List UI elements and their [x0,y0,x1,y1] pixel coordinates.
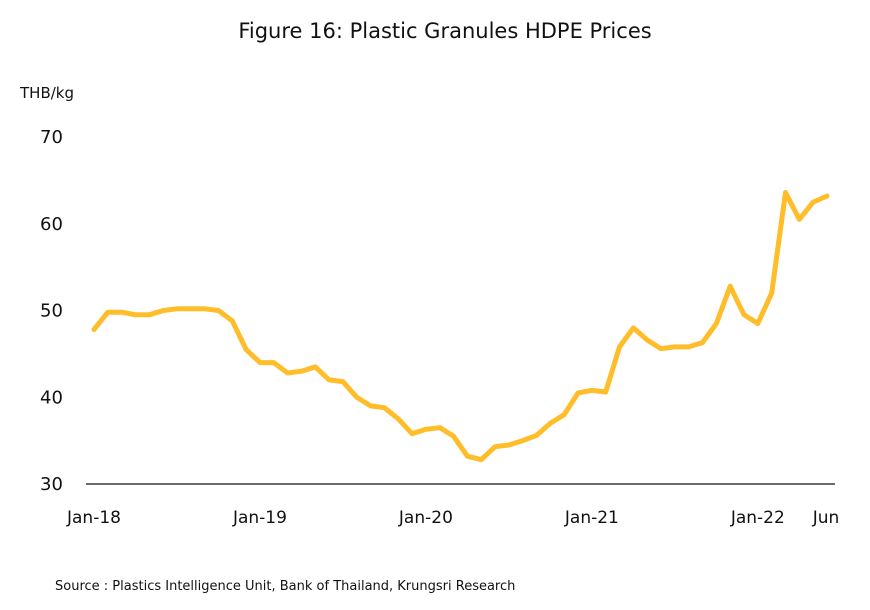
y-tick-labels: 30 40 50 60 70 [40,127,63,495]
x-tick-jan-20: Jan-20 [398,508,453,528]
x-tick-jan-18: Jan-18 [66,508,121,528]
x-tick-jan-21: Jan-21 [564,508,619,528]
y-tick-30: 30 [40,474,63,495]
y-tick-60: 60 [40,214,63,235]
x-tick-labels: Jan-18 Jan-19 Jan-20 Jan-21 Jan-22 Jun [66,508,839,528]
y-axis-unit: THB/kg [19,84,74,102]
x-tick-jan-19: Jan-19 [232,508,287,528]
x-tick-jan-22: Jan-22 [730,508,785,528]
y-tick-50: 50 [40,301,63,322]
x-tick-jun: Jun [812,508,840,528]
source-note: Source : Plastics Intelligence Unit, Ban… [55,579,515,594]
series-layer [91,190,830,463]
y-tick-70: 70 [40,127,63,148]
chart-title: Figure 16: Plastic Granules HDPE Prices [238,19,651,43]
series-line-0 [91,190,830,463]
y-tick-40: 40 [40,387,63,408]
